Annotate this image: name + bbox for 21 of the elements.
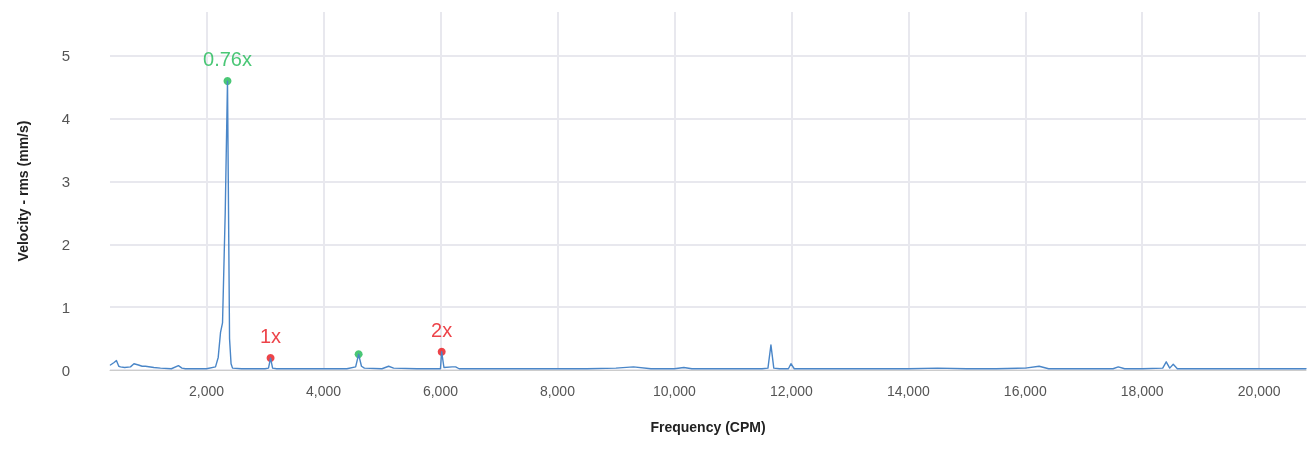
x-tick-label: 8,000 — [539, 383, 576, 399]
annotation: 2x — [431, 318, 453, 341]
x-tick-label: 6,000 — [422, 383, 459, 399]
x-tick-label: 12,000 — [769, 383, 813, 399]
y-tick-label: 3 — [61, 173, 70, 191]
x-tick-label: 18,000 — [1120, 383, 1164, 399]
annotation: 0.76x — [203, 48, 252, 71]
x-tick-label: 16,000 — [1003, 383, 1047, 399]
y-tick-label: 4 — [61, 110, 70, 128]
y-tick-label: 1 — [61, 298, 70, 316]
annotation: 1x — [259, 325, 282, 348]
y-tick-label: 0 — [61, 361, 70, 379]
y-tick-label: 2 — [61, 235, 70, 253]
x-tick-label: 4,000 — [305, 383, 342, 399]
x-tick-label: 2,000 — [188, 383, 225, 399]
x-tick-label: 20,000 — [1237, 383, 1281, 399]
x-tick-label: 14,000 — [886, 383, 930, 399]
x-tick-label: 10,000 — [652, 383, 696, 399]
y-tick-label: 5 — [61, 47, 70, 65]
x-axis-title: Frequency (CPM) — [650, 419, 766, 435]
y-axis-title: Velocity - rms (mm/s) — [15, 120, 31, 262]
